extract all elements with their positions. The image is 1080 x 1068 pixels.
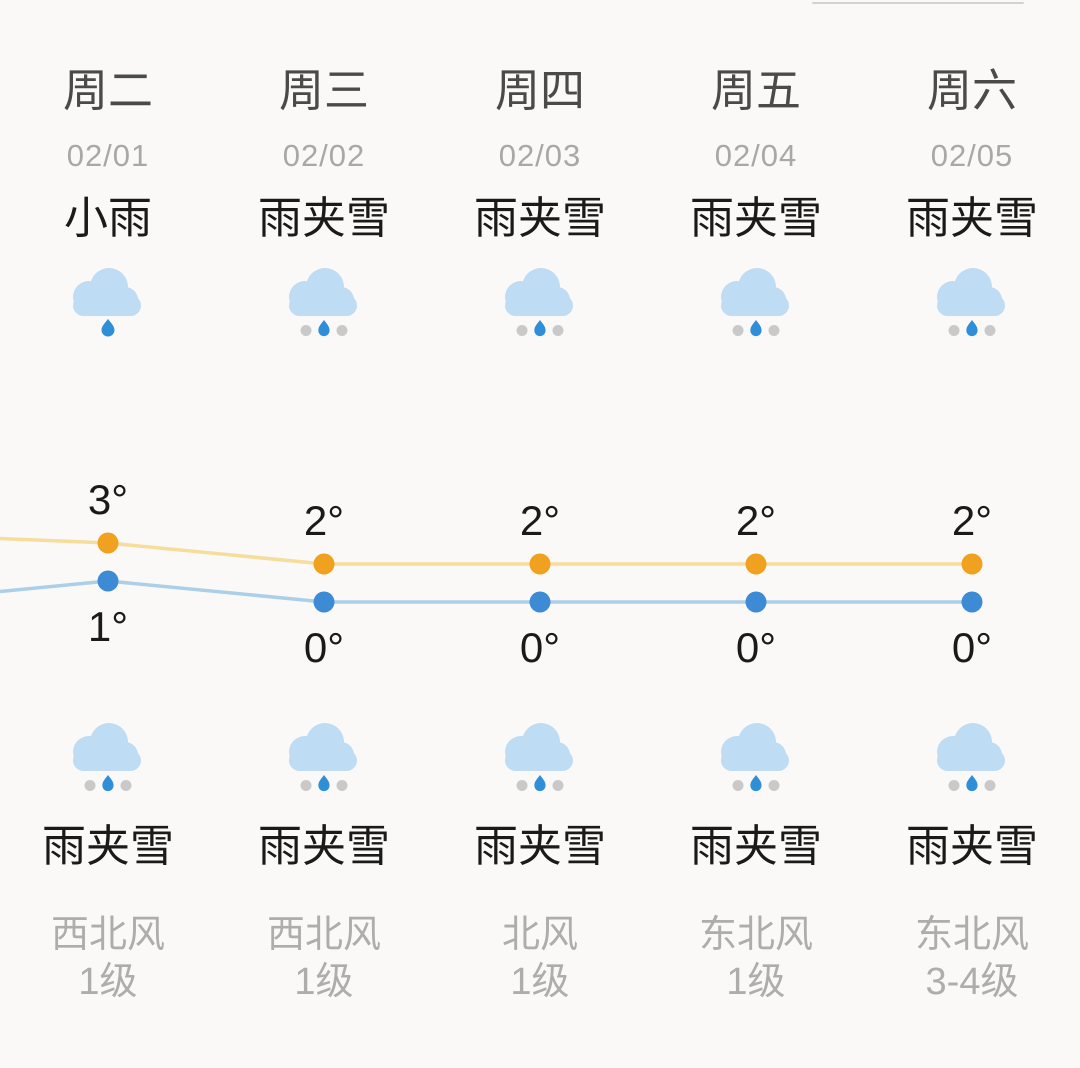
cloud-sleet-icon [937, 723, 1005, 792]
low-temp-label: 1° [87, 603, 129, 650]
wind-direction-label: 东北风 [698, 914, 813, 956]
night-icons-row [0, 713, 1080, 807]
high-temp-dot [97, 532, 119, 554]
day-name-label: 周四 [494, 65, 585, 116]
day-name-label: 周五 [710, 65, 801, 116]
date-label: 02/02 [282, 138, 366, 173]
wind-level-label: 1级 [78, 961, 138, 1003]
cloud-sleet-icon [721, 723, 789, 792]
low-temp-dot [961, 591, 983, 613]
day-condition-label: 雨夹雪 [906, 194, 1038, 243]
wind-level-label: 1级 [510, 961, 570, 1003]
cloud-sleet-icon [721, 268, 789, 337]
night-condition-label: 雨夹雪 [906, 822, 1038, 871]
low-temp-label: 0° [951, 624, 993, 671]
low-temp-dot [313, 591, 335, 613]
night-condition-label: 雨夹雪 [474, 822, 606, 871]
date-label: 02/03 [498, 138, 582, 173]
low-temp-label: 0° [303, 624, 345, 671]
low-temp-label: 0° [519, 624, 561, 671]
high-temp-dot [313, 553, 335, 575]
day-condition-label: 雨夹雪 [690, 194, 822, 243]
wind-row: 西北风 1级 西北风 1级 北风 1级 东北风 1级 东北风 3-4级 [0, 916, 1080, 1001]
low-temp-label: 0° [735, 624, 777, 671]
date-label: 02/04 [714, 138, 798, 173]
cloud-sleet-icon [505, 723, 573, 792]
day-name-label: 周三 [278, 65, 369, 116]
date-label: 02/01 [66, 138, 150, 173]
wind-direction-label: 西北风 [266, 914, 381, 956]
day-condition-label: 小雨 [64, 194, 152, 243]
day-condition-label: 雨夹雪 [258, 194, 390, 243]
top-edge-divider [812, 2, 1024, 4]
low-temp-dot [97, 570, 119, 592]
day-name-label: 周二 [62, 65, 153, 116]
day-name-label: 周六 [926, 65, 1017, 116]
high-temp-label: 2° [735, 497, 777, 544]
cloud-sleet-icon [289, 723, 357, 792]
low-temp-dot [529, 591, 551, 613]
night-condition-label: 雨夹雪 [42, 822, 174, 871]
cloud-sleet-icon [289, 268, 357, 337]
wind-level-label: 3-4级 [925, 961, 1019, 1003]
wind-direction-label: 西北风 [50, 914, 165, 956]
high-temp-label: 2° [951, 497, 993, 544]
high-temp-line [0, 536, 972, 566]
wind-direction-label: 东北风 [914, 914, 1029, 956]
day-conditions-row: 小雨 雨夹雪 雨夹雪 雨夹雪 雨夹雪 [0, 197, 1080, 241]
wind-direction-label: 北风 [501, 914, 578, 956]
high-temp-label: 2° [303, 497, 345, 544]
dates-row: 02/01 02/02 02/03 02/04 02/05 [0, 140, 1080, 171]
high-temp-dot [529, 553, 551, 575]
day-names-row: 周二 周三 周四 周五 周六 [0, 68, 1080, 113]
low-temp-dot [745, 591, 767, 613]
cloud-rain-icon [73, 268, 141, 337]
day-condition-label: 雨夹雪 [474, 194, 606, 243]
date-label: 02/05 [930, 138, 1014, 173]
cloud-sleet-icon [937, 268, 1005, 337]
high-temp-label: 3° [87, 476, 129, 523]
cloud-sleet-icon [505, 268, 573, 337]
cloud-sleet-icon [73, 723, 141, 792]
night-condition-label: 雨夹雪 [258, 822, 390, 871]
wind-level-label: 1级 [726, 961, 786, 1003]
night-condition-label: 雨夹雪 [690, 822, 822, 871]
wind-level-label: 1级 [294, 961, 354, 1003]
high-temp-dot [745, 553, 767, 575]
high-temp-dot [961, 553, 983, 575]
high-temp-label: 2° [519, 497, 561, 544]
low-temp-line [0, 579, 972, 604]
day-icons-row [0, 258, 1080, 352]
night-conditions-row: 雨夹雪 雨夹雪 雨夹雪 雨夹雪 雨夹雪 [0, 825, 1080, 869]
